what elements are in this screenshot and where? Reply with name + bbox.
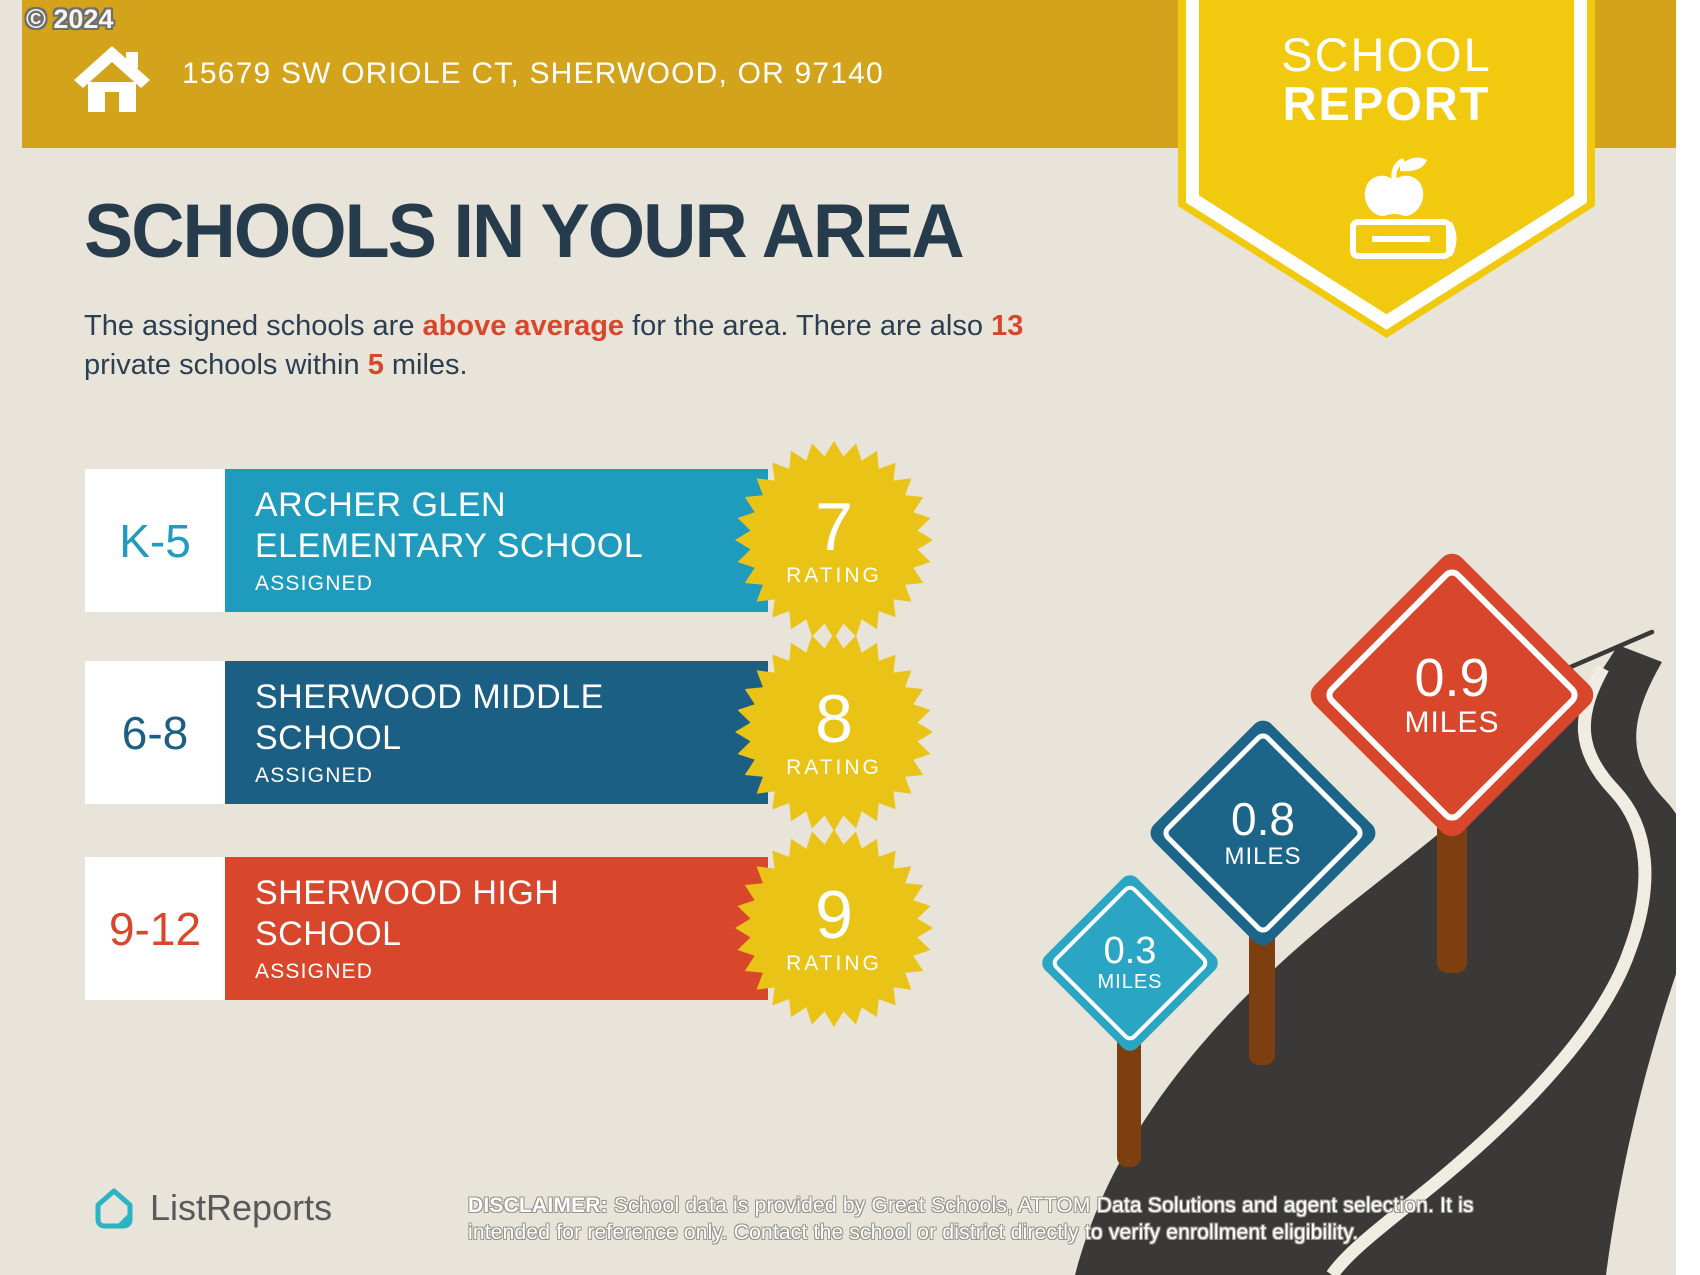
school-report-badge: SCHOOL REPORT: [1178, 0, 1595, 340]
school-name: ARCHER GLEN ELEMENTARY SCHOOL: [255, 486, 644, 565]
school-status: ASSIGNED: [255, 763, 374, 787]
badge-title-line1: SCHOOL: [1281, 28, 1492, 81]
house-logo-icon: [95, 1188, 133, 1229]
school-status: ASSIGNED: [255, 959, 374, 983]
subtitle-text: for the area. There are also: [624, 310, 992, 342]
subtitle-text: miles.: [383, 348, 468, 381]
sign-post: [1437, 815, 1467, 973]
starburst-shape: [735, 829, 933, 1027]
rating-value: 8: [815, 680, 853, 757]
badge-inner-border: [1186, 0, 1587, 330]
badge-title-line2: REPORT: [1282, 77, 1491, 131]
rating-label: RATING: [786, 755, 882, 779]
listreports-logo: ListReports: [90, 1184, 332, 1232]
apple-icon: [1364, 157, 1427, 216]
disclaimer-label: DISCLAIMER:: [468, 1194, 608, 1217]
grade-range: 9-12: [85, 857, 225, 1000]
grade-range: K-5: [85, 469, 225, 612]
book-icon: [1350, 219, 1457, 259]
rating-starburst: 8 RATING: [734, 632, 934, 832]
subtitle-highlight-radius: 5: [367, 348, 384, 381]
starburst-shape: [735, 441, 933, 639]
subtitle-highlight-above-average: above average: [422, 310, 625, 342]
sign-distance: 0.3: [1103, 929, 1157, 972]
starburst-shape: [735, 633, 933, 831]
logo-wordmark: ListReports: [150, 1187, 333, 1228]
page-subtitle: The assigned schools are above average f…: [84, 307, 1064, 384]
subtitle-text: The assigned schools are: [84, 310, 423, 342]
school-row-middle: 6-8 SHERWOOD MIDDLE SCHOOL ASSIGNED 8 RA…: [85, 633, 945, 831]
school-status: ASSIGNED: [255, 571, 374, 595]
distance-sign-09-miles: 0.9 MILES: [1304, 547, 1600, 843]
sign-distance: 0.8: [1231, 792, 1295, 845]
disclaimer-text: DISCLAIMER: School data is provided by G…: [468, 1192, 1518, 1247]
distance-sign-08-miles: 0.8 MILES: [1145, 715, 1381, 951]
sign-unit: MILES: [1224, 843, 1302, 871]
disclaimer-body: School data is provided by Great Schools…: [468, 1194, 1474, 1245]
page-title: SCHOOLS IN YOUR AREA: [84, 189, 965, 274]
subtitle-text: private schools within: [84, 348, 368, 381]
rating-starburst: 7 RATING: [734, 440, 934, 640]
school-name: SHERWOOD MIDDLE SCHOOL: [255, 678, 604, 757]
rating-label: RATING: [786, 951, 882, 975]
school-row-elementary: K-5 ARCHER GLEN ELEMENTARY SCHOOL ASSIGN…: [85, 441, 945, 639]
rating-label: RATING: [786, 563, 882, 587]
subtitle-highlight-private-count: 13: [991, 310, 1024, 342]
rating-value: 7: [815, 488, 853, 565]
school-name: SHERWOOD HIGH SCHOOL: [255, 874, 560, 953]
sign-unit: MILES: [1404, 706, 1500, 740]
rating-starburst: 9 RATING: [734, 828, 934, 1028]
home-icon: [74, 46, 150, 112]
school-row-high: 9-12 SHERWOOD HIGH SCHOOL ASSIGNED 9 RAT…: [85, 829, 945, 1027]
sign-distance: 0.9: [1414, 647, 1490, 708]
rating-value: 9: [815, 876, 853, 953]
copyright-watermark: © 2024: [26, 4, 114, 34]
road-surface: [1075, 645, 1696, 1275]
sign-unit: MILES: [1097, 971, 1163, 994]
road-stripe: [1326, 664, 1652, 1275]
grade-range: 6-8: [85, 661, 225, 804]
page-edge-strip: [1676, 0, 1700, 1275]
property-address: 15679 SW ORIOLE CT, SHERWOOD, OR 97140: [182, 57, 884, 90]
